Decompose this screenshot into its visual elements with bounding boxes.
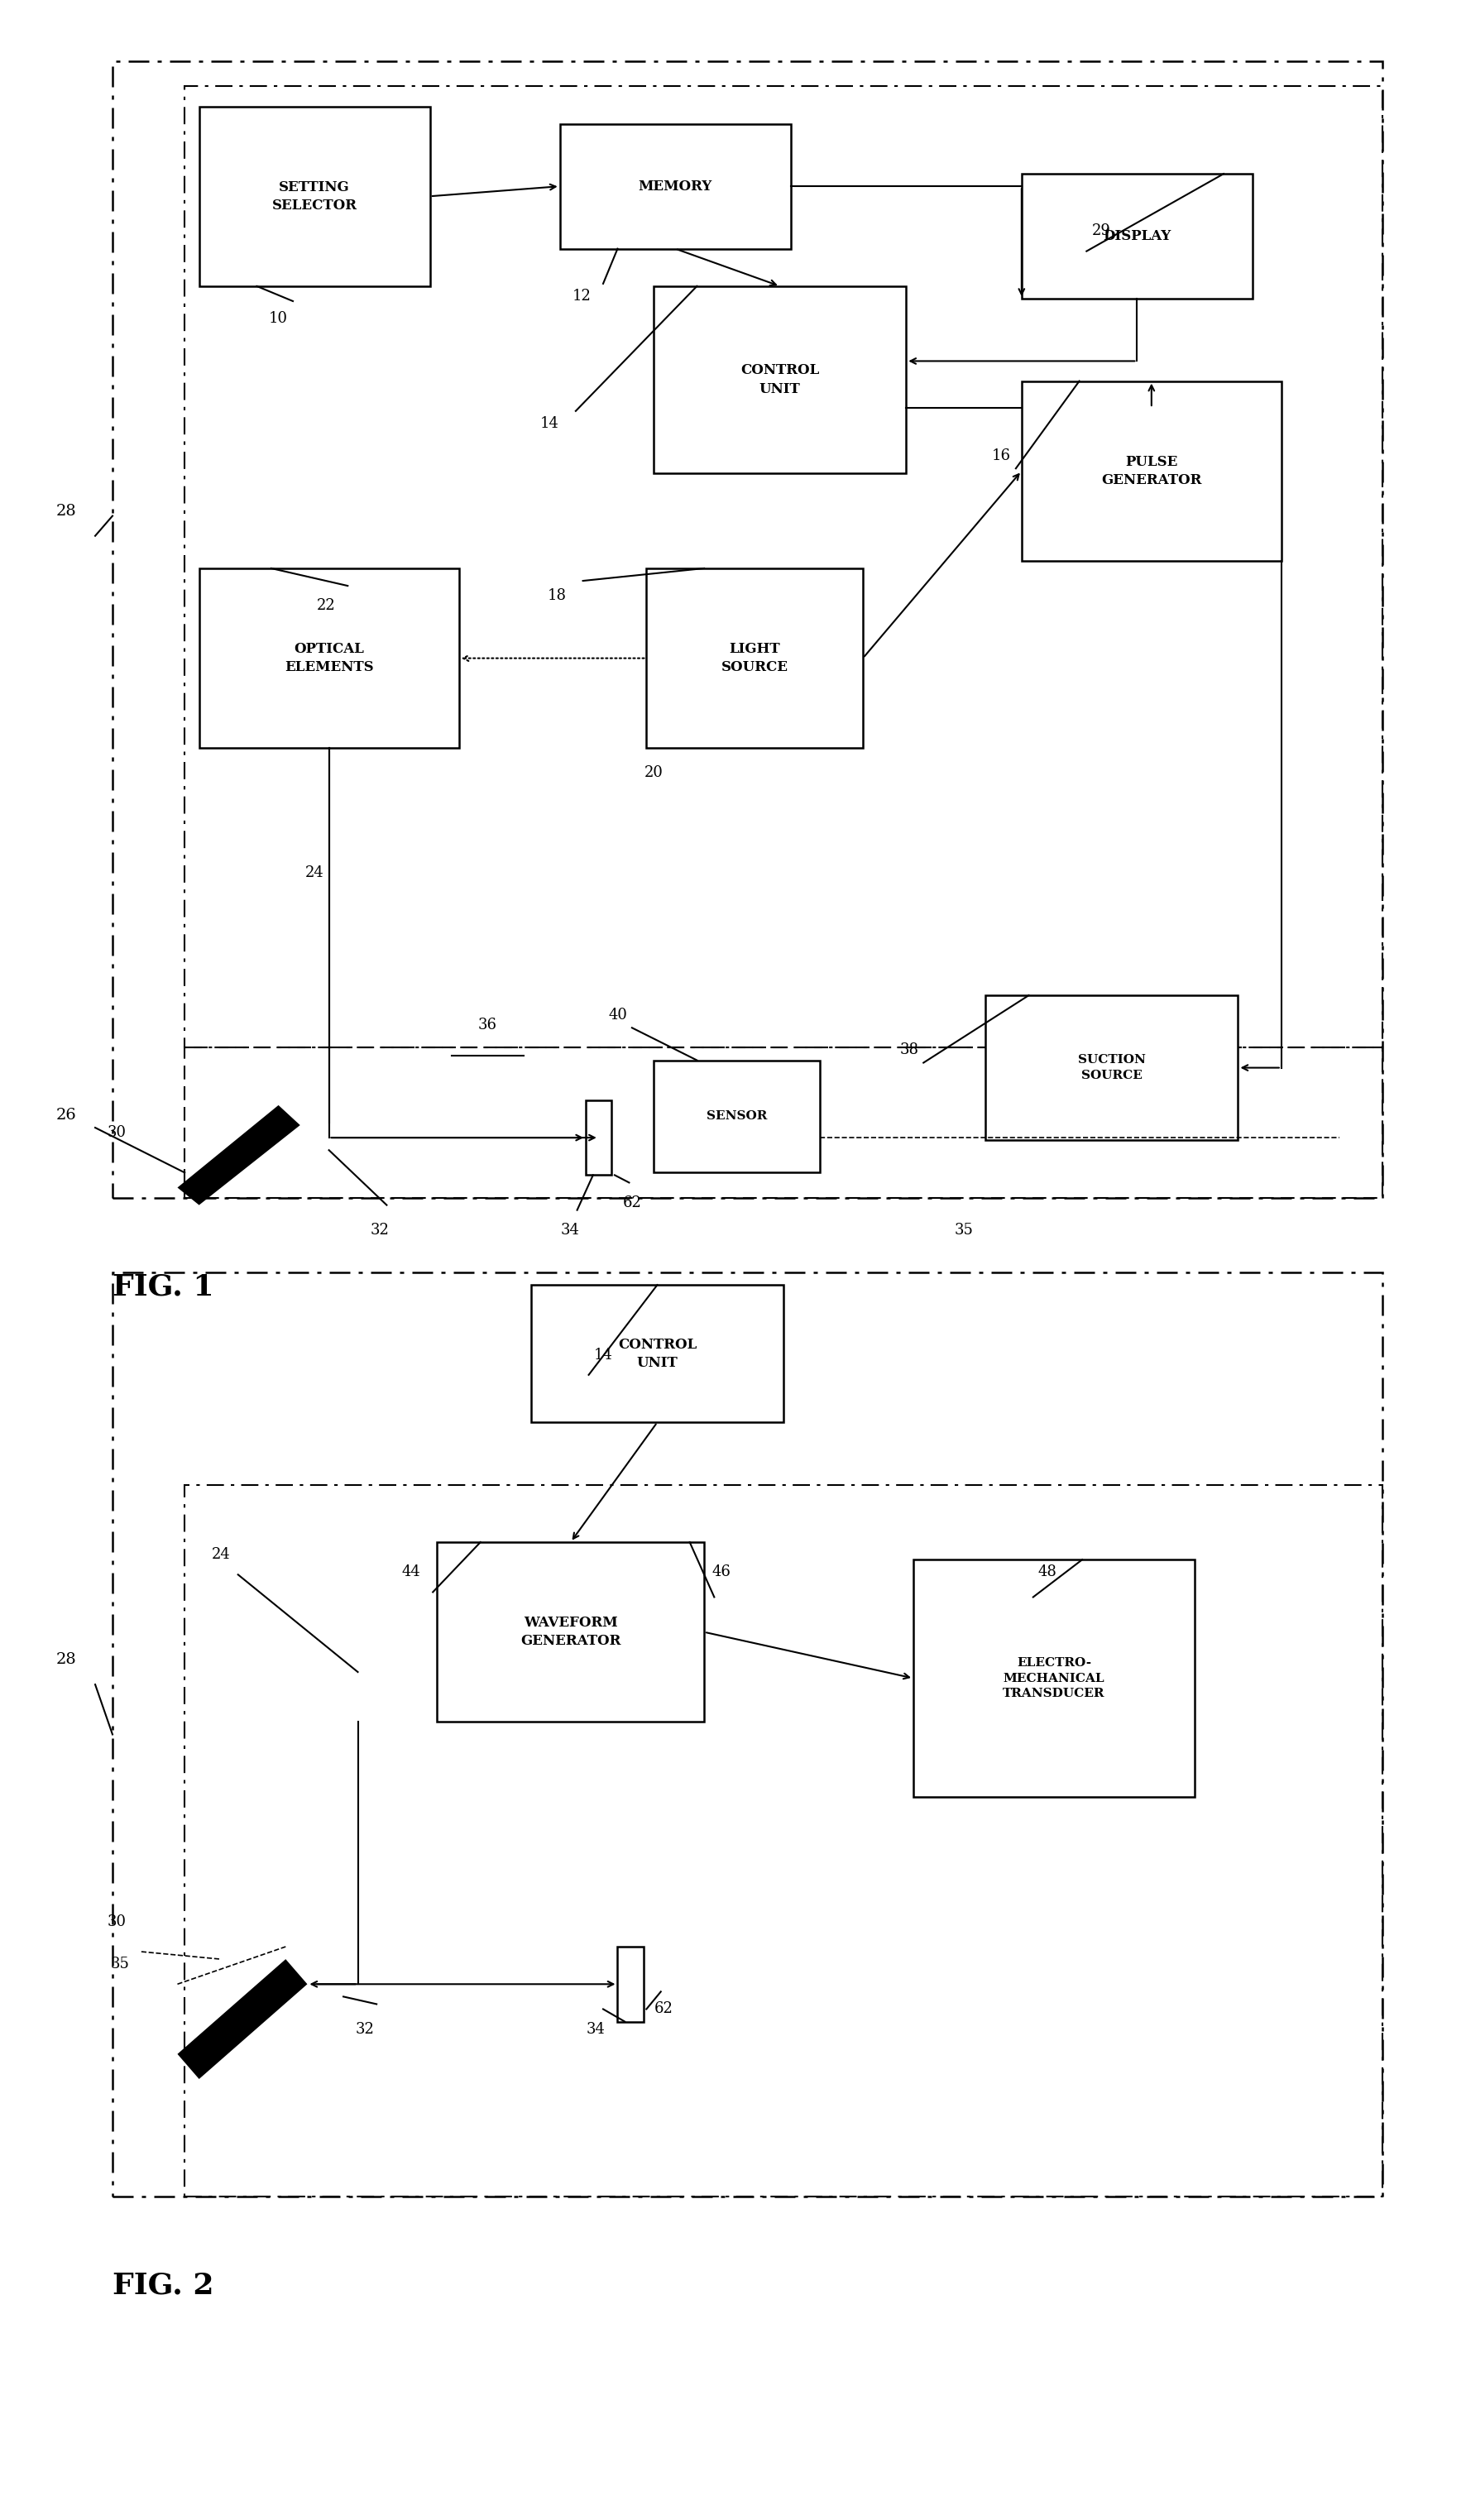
Polygon shape: [177, 1106, 301, 1205]
Text: 14: 14: [594, 1348, 613, 1363]
FancyBboxPatch shape: [985, 995, 1239, 1139]
Text: 34: 34: [560, 1222, 579, 1237]
Text: 44: 44: [402, 1565, 421, 1580]
Text: 62: 62: [623, 1194, 642, 1210]
FancyBboxPatch shape: [654, 287, 906, 474]
Text: 34: 34: [586, 2021, 605, 2036]
FancyBboxPatch shape: [654, 1061, 819, 1172]
Text: 32: 32: [356, 2021, 374, 2036]
Text: 24: 24: [305, 864, 324, 879]
Text: 35: 35: [954, 1222, 973, 1237]
Text: 14: 14: [541, 416, 559, 431]
FancyBboxPatch shape: [199, 570, 459, 748]
Text: PULSE
GENERATOR: PULSE GENERATOR: [1101, 454, 1202, 486]
Text: SENSOR: SENSOR: [707, 1111, 767, 1121]
FancyBboxPatch shape: [586, 1101, 611, 1174]
FancyBboxPatch shape: [913, 1560, 1195, 1797]
Text: SUCTION
SOURCE: SUCTION SOURCE: [1078, 1053, 1145, 1081]
Text: 30: 30: [107, 1915, 126, 1930]
Text: 30: 30: [107, 1126, 126, 1139]
Text: 18: 18: [547, 587, 566, 602]
Text: 36: 36: [478, 1018, 497, 1033]
Polygon shape: [177, 1958, 308, 2079]
Text: 28: 28: [56, 504, 76, 519]
FancyBboxPatch shape: [531, 1285, 783, 1421]
Text: FIG. 1: FIG. 1: [113, 1273, 214, 1300]
FancyBboxPatch shape: [647, 570, 863, 748]
Text: 46: 46: [712, 1565, 732, 1580]
FancyBboxPatch shape: [1022, 381, 1281, 562]
Text: CONTROL
UNIT: CONTROL UNIT: [740, 363, 819, 396]
Text: SETTING
SELECTOR: SETTING SELECTOR: [271, 179, 358, 212]
FancyBboxPatch shape: [437, 1542, 704, 1721]
Text: MEMORY: MEMORY: [638, 179, 712, 194]
Text: OPTICAL
ELEMENTS: OPTICAL ELEMENTS: [284, 643, 374, 675]
Text: 20: 20: [644, 766, 663, 781]
Text: 24: 24: [211, 1547, 230, 1562]
Text: 28: 28: [56, 1653, 76, 1666]
Text: LIGHT
SOURCE: LIGHT SOURCE: [721, 643, 789, 675]
Text: FIG. 2: FIG. 2: [113, 2271, 214, 2298]
FancyBboxPatch shape: [199, 106, 430, 287]
Text: 16: 16: [992, 449, 1012, 464]
Text: 35: 35: [110, 1956, 129, 1971]
FancyBboxPatch shape: [1022, 174, 1252, 300]
Text: CONTROL
UNIT: CONTROL UNIT: [617, 1338, 696, 1371]
Text: 26: 26: [56, 1109, 76, 1121]
Text: 62: 62: [654, 2001, 673, 2016]
Text: 32: 32: [369, 1222, 388, 1237]
Text: DISPLAY: DISPLAY: [1102, 229, 1171, 244]
Text: 48: 48: [1038, 1565, 1057, 1580]
Text: 40: 40: [608, 1008, 627, 1023]
Text: 12: 12: [572, 290, 591, 302]
Text: 22: 22: [317, 597, 336, 612]
Text: 38: 38: [900, 1043, 919, 1058]
Text: ELECTRO-
MECHANICAL
TRANSDUCER: ELECTRO- MECHANICAL TRANSDUCER: [1003, 1658, 1105, 1698]
Text: WAVEFORM
GENERATOR: WAVEFORM GENERATOR: [520, 1615, 622, 1648]
Text: 10: 10: [268, 310, 287, 325]
Text: 29: 29: [1092, 224, 1110, 239]
FancyBboxPatch shape: [560, 123, 790, 249]
FancyBboxPatch shape: [617, 1945, 644, 2021]
